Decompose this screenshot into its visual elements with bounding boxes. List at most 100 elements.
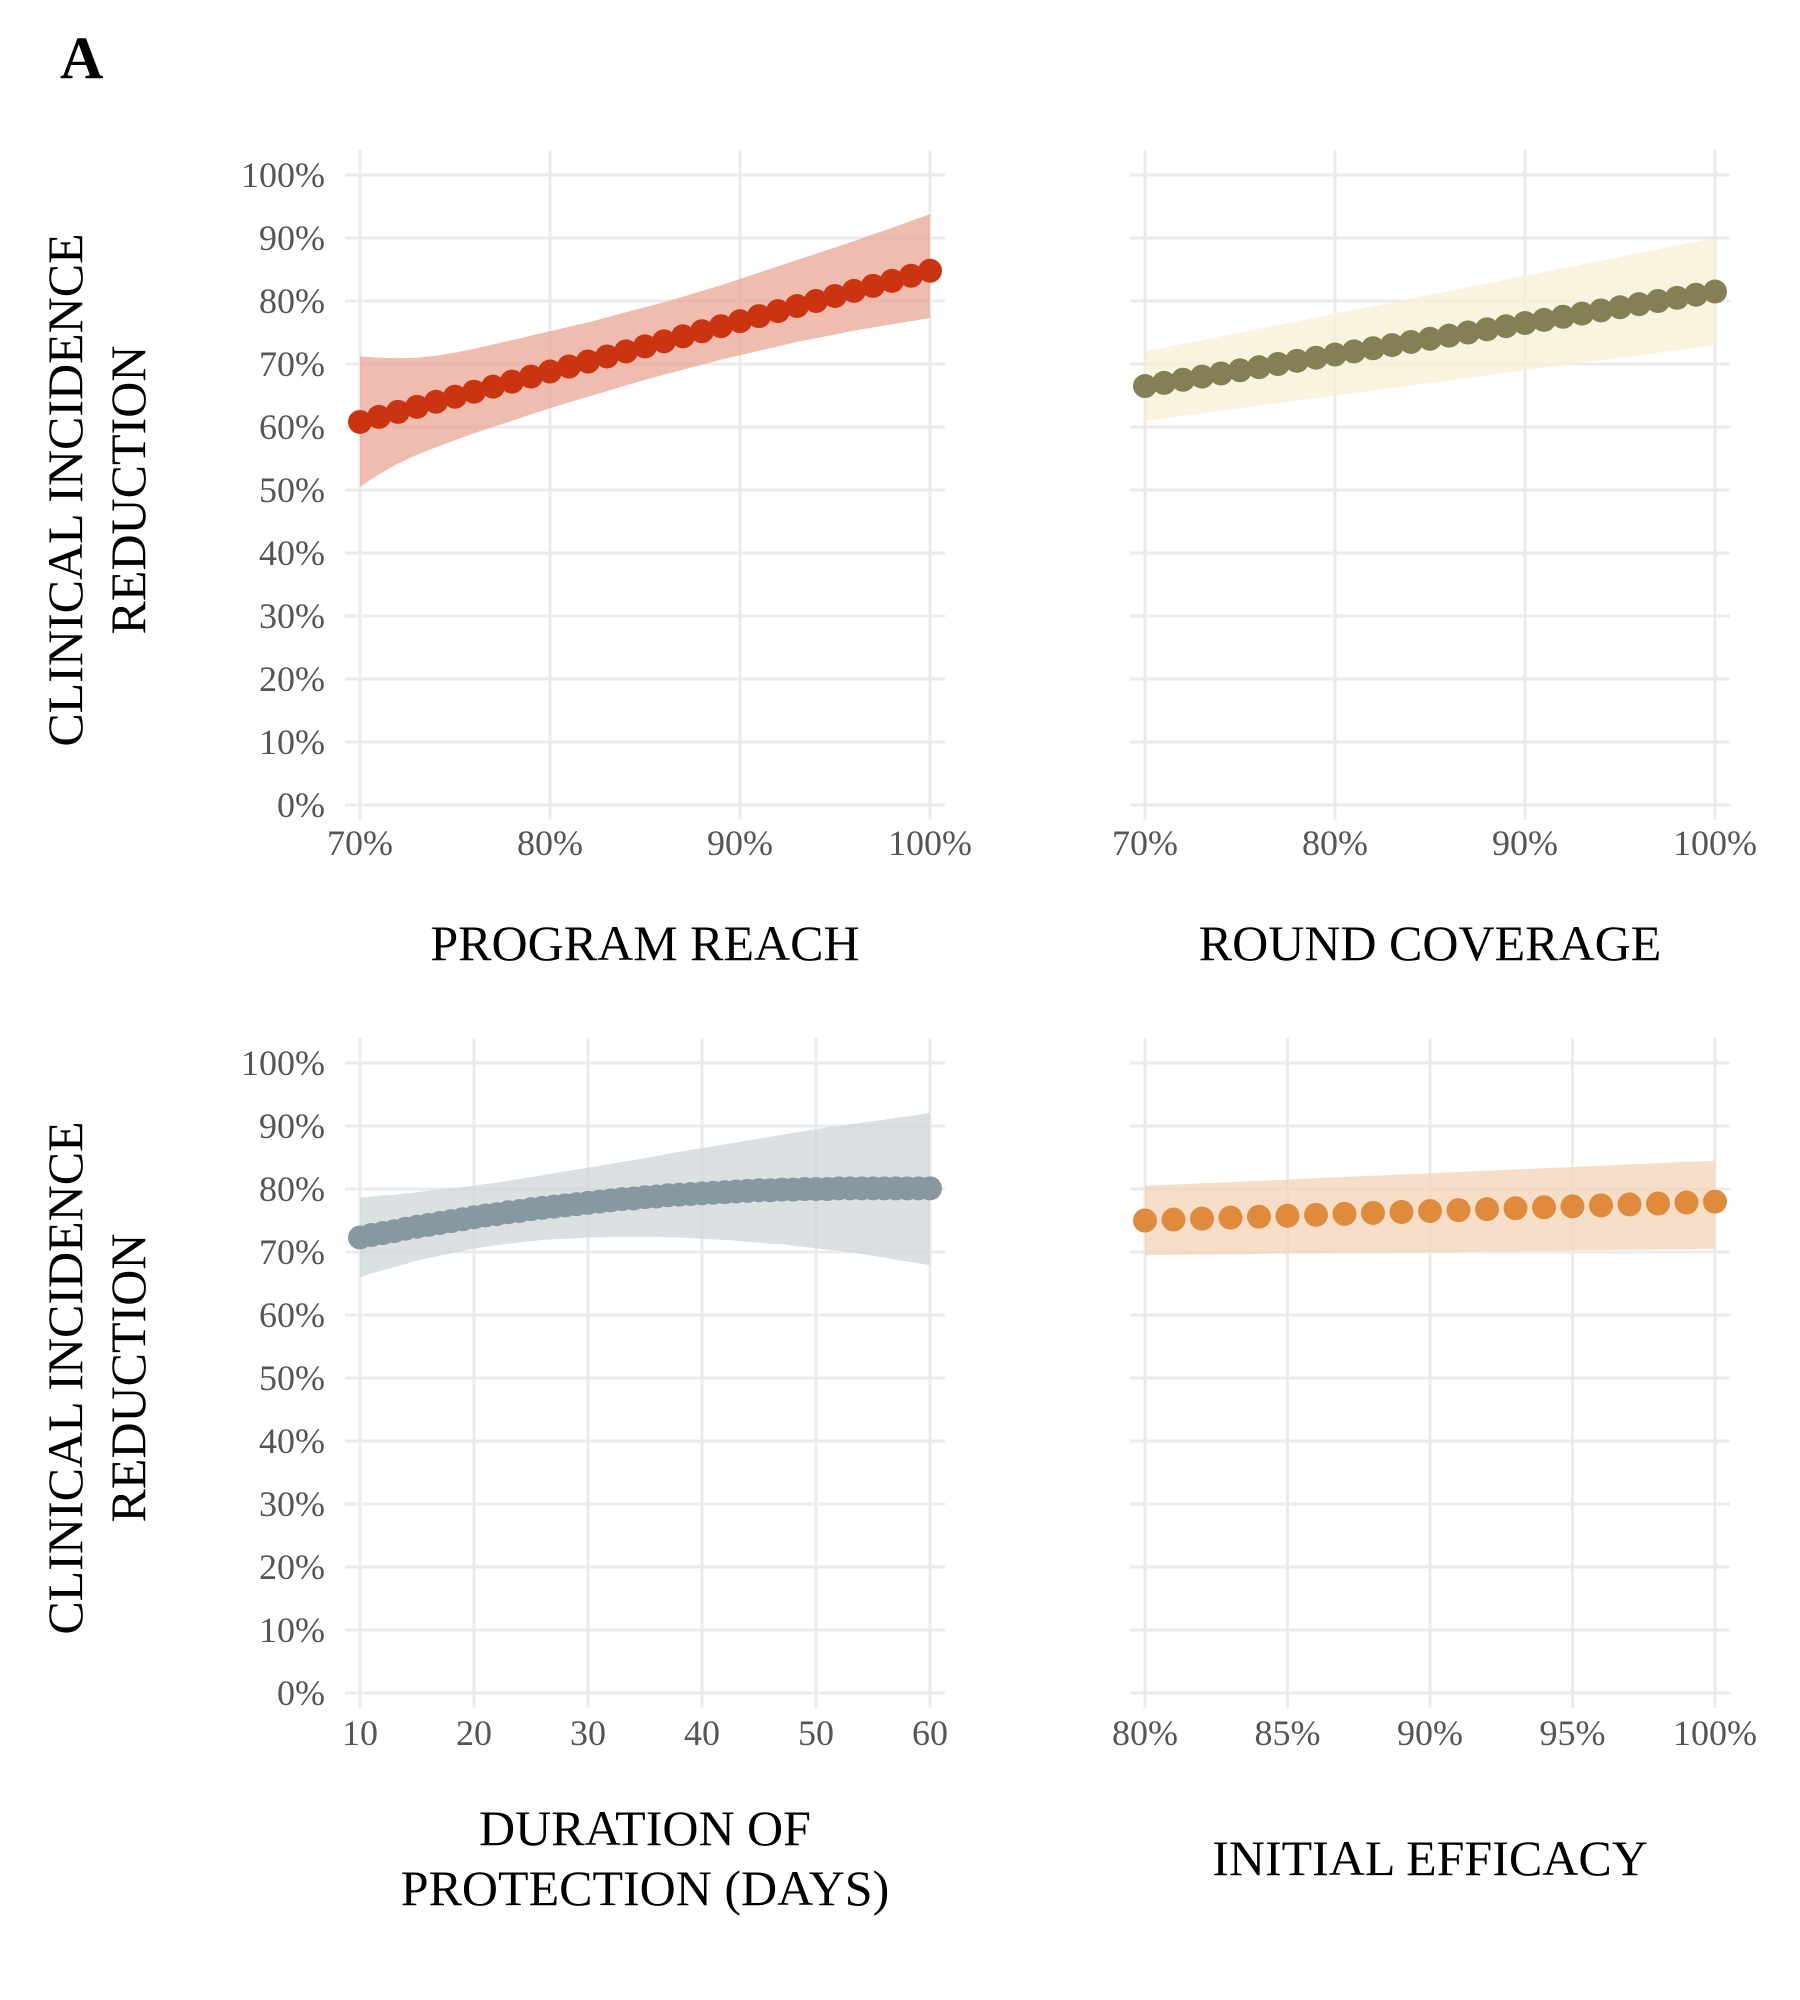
data-point — [481, 374, 505, 399]
x-tick-label: 90% — [1492, 823, 1558, 863]
data-point — [1418, 1199, 1442, 1224]
y-tick-label: 40% — [259, 1421, 325, 1461]
data-point — [1228, 358, 1252, 383]
y-tick-label: 30% — [259, 1484, 325, 1524]
x-tick-label: 10 — [342, 1713, 378, 1753]
data-point — [348, 409, 372, 434]
x-tick-label: 100% — [1673, 1713, 1757, 1753]
y-tick-label: 0% — [277, 785, 325, 825]
data-point — [1304, 1202, 1328, 1227]
x-axis-title: PROGRAM REACH — [430, 915, 859, 971]
data-point — [614, 339, 638, 364]
x-tick-label: 80% — [1112, 1713, 1178, 1753]
x-tick-label: 50 — [798, 1713, 834, 1753]
y-tick-label: 80% — [259, 1169, 325, 1209]
data-point — [1532, 307, 1556, 332]
y-tick-label: 10% — [259, 722, 325, 762]
data-point — [519, 364, 543, 389]
data-point — [728, 309, 752, 334]
y-axis-title: CLINICAL INCIDENCE — [37, 233, 93, 746]
data-point — [424, 389, 448, 414]
data-point — [1218, 1205, 1243, 1230]
data-point — [918, 1176, 942, 1201]
data-point — [633, 334, 657, 359]
y-tick-label: 100% — [241, 1043, 325, 1083]
x-axis-title: DURATION OF — [479, 1800, 811, 1856]
data-point — [671, 324, 695, 349]
data-point — [1551, 304, 1575, 329]
y-tick-label: 0% — [277, 1673, 325, 1713]
y-axis-title: REDUCTION — [100, 1234, 156, 1523]
data-point — [1190, 364, 1214, 389]
x-axis-title: INITIAL EFFICACY — [1212, 1830, 1648, 1886]
data-point — [1674, 1190, 1699, 1215]
data-point — [1475, 317, 1499, 342]
data-point — [880, 268, 904, 293]
x-tick-label: 100% — [1673, 823, 1757, 863]
data-point — [1570, 301, 1594, 326]
data-point — [576, 349, 600, 374]
data-point — [785, 294, 809, 319]
data-point — [1380, 333, 1404, 358]
data-point — [1437, 323, 1461, 348]
y-tick-label: 90% — [259, 218, 325, 258]
data-point — [1266, 352, 1290, 376]
data-point — [747, 304, 771, 329]
data-point — [367, 404, 391, 429]
x-tick-label: 30 — [570, 1713, 606, 1753]
x-axis-title: ROUND COVERAGE — [1199, 915, 1662, 971]
data-point — [1342, 339, 1366, 364]
data-point — [1446, 1198, 1471, 1223]
data-point — [1332, 1201, 1357, 1226]
data-point — [462, 379, 486, 404]
x-tick-label: 70% — [1112, 823, 1178, 863]
data-point — [861, 273, 885, 298]
data-point — [709, 314, 733, 339]
data-point — [1589, 298, 1613, 323]
x-tick-label: 100% — [888, 823, 972, 863]
data-point — [823, 283, 847, 308]
x-tick-label: 90% — [707, 823, 773, 863]
data-point — [1399, 329, 1423, 354]
data-point — [899, 263, 923, 288]
data-point — [842, 278, 866, 303]
data-point — [1589, 1193, 1613, 1218]
data-point — [1608, 295, 1632, 320]
data-point — [538, 359, 562, 384]
x-tick-label: 40 — [684, 1713, 720, 1753]
panel-letter: A — [60, 25, 103, 91]
data-point — [1361, 1200, 1385, 1225]
data-point — [1532, 1195, 1556, 1220]
data-point — [1133, 1208, 1157, 1233]
data-point — [500, 369, 524, 394]
data-point — [1513, 311, 1537, 336]
y-tick-label: 30% — [259, 596, 325, 636]
y-tick-label: 80% — [259, 281, 325, 321]
data-point — [1494, 314, 1518, 339]
data-point — [1560, 1194, 1585, 1219]
x-tick-label: 70% — [327, 823, 393, 863]
data-point — [386, 399, 410, 424]
y-tick-label: 100% — [241, 155, 325, 195]
y-tick-label: 70% — [259, 344, 325, 384]
data-point — [918, 258, 942, 283]
duration-of-protection-chart: 0% 10% 20% 30% 40% 50% 60% 70% 80% 90% 100% 10 20 30 4… — [37, 1038, 948, 1916]
data-point — [1646, 1191, 1670, 1216]
y-axis-title: REDUCTION — [100, 346, 156, 635]
data-point — [1703, 1189, 1727, 1214]
x-tick-label: 60 — [912, 1713, 948, 1753]
data-point — [1190, 1206, 1214, 1231]
data-point — [1617, 1192, 1642, 1217]
data-point — [557, 354, 581, 379]
data-point — [1247, 355, 1271, 380]
data-point — [1503, 1196, 1528, 1221]
data-point — [595, 344, 619, 369]
x-axis-title: PROTECTION (DAYS) — [401, 1860, 889, 1916]
y-tick-label: 10% — [259, 1610, 325, 1650]
data-point — [690, 319, 714, 344]
data-point — [1152, 370, 1176, 395]
data-point — [1389, 1199, 1414, 1224]
y-tick-label: 60% — [259, 407, 325, 447]
x-tick-label: 90% — [1397, 1713, 1463, 1753]
data-point — [1171, 367, 1195, 392]
